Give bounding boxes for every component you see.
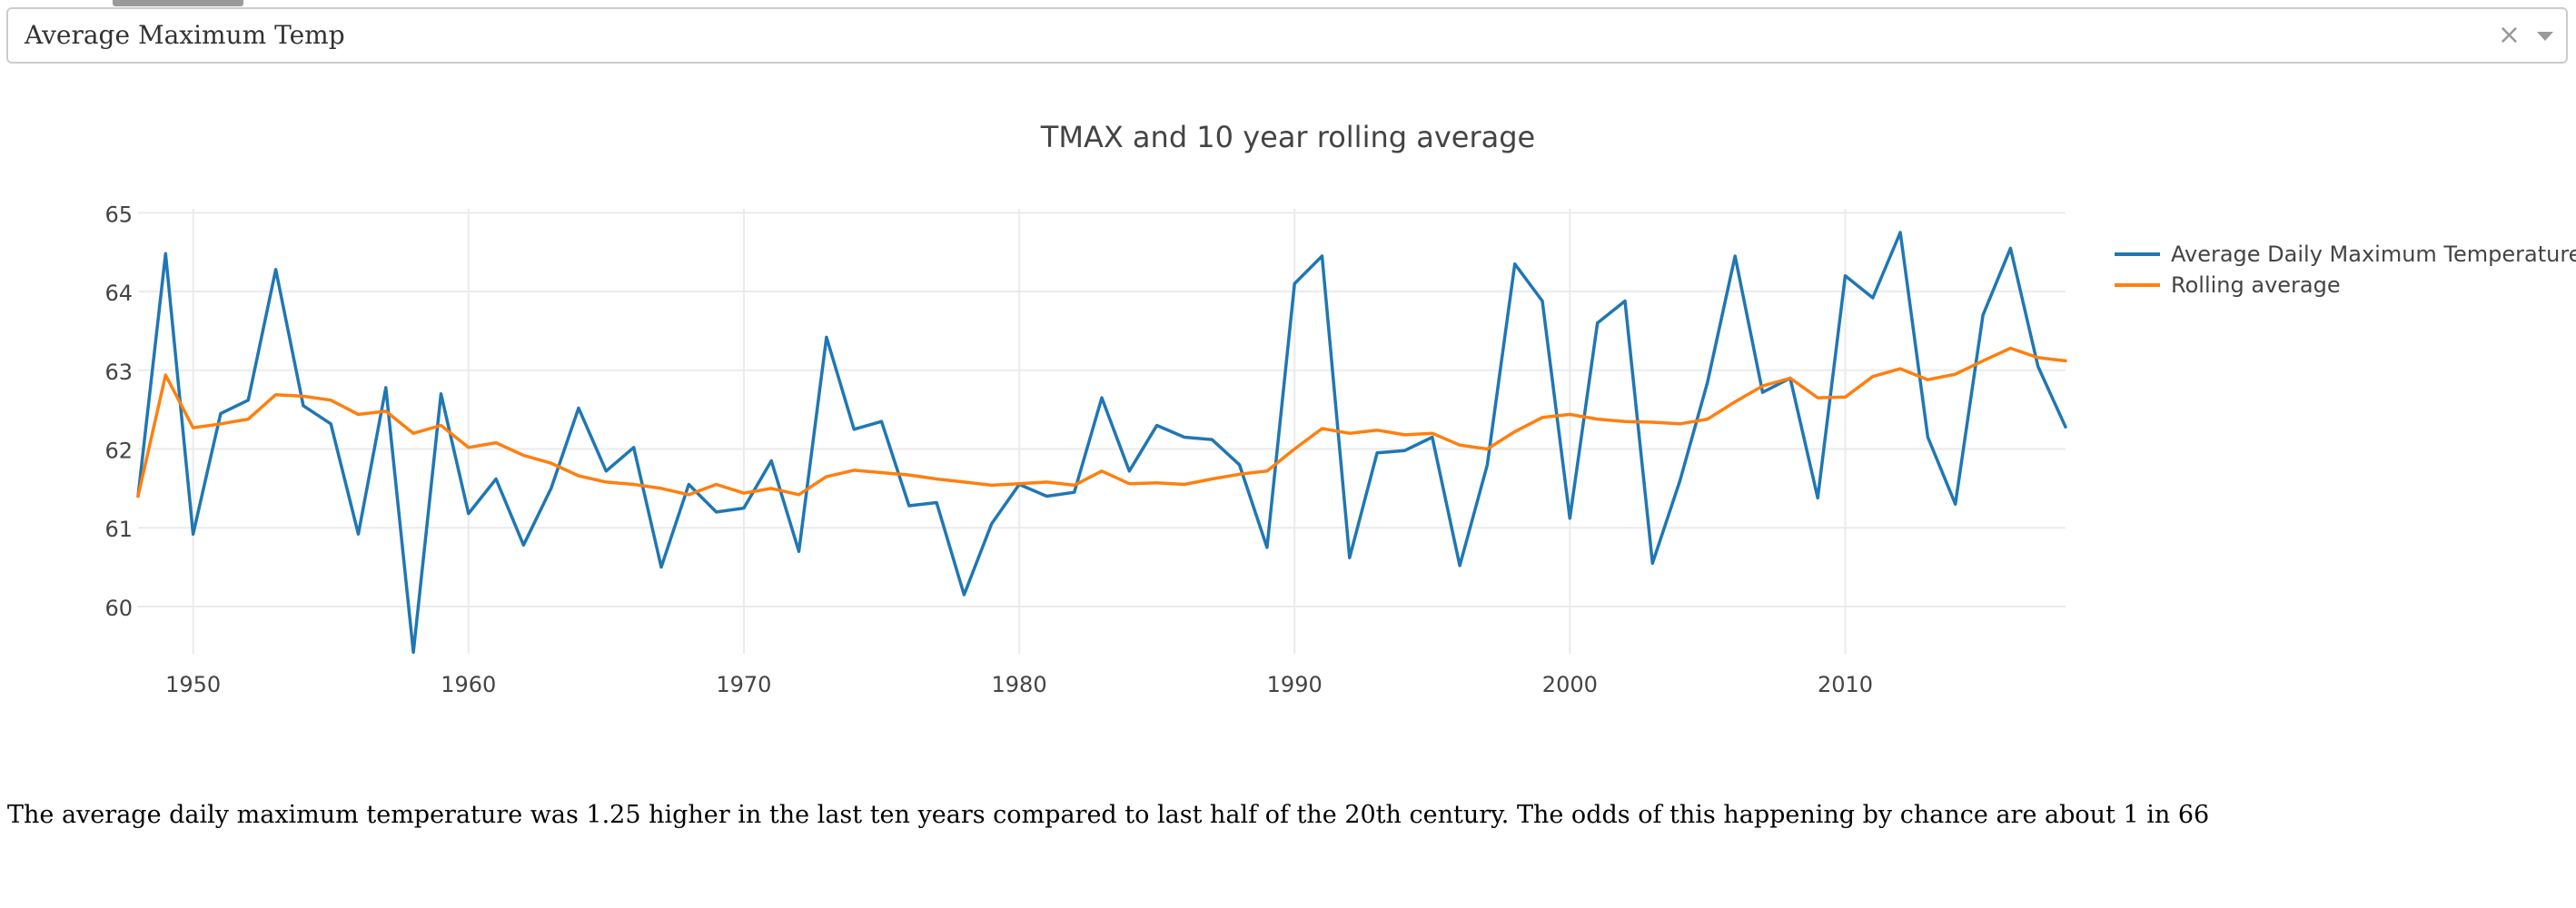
legend-label[interactable]: Average Daily Maximum Temperature (2171, 242, 2576, 267)
y-tick-label: 62 (104, 439, 133, 464)
y-axis-ticks: 60 61 62 63 64 65 (104, 202, 133, 621)
y-tick-label: 65 (104, 202, 133, 227)
summary-text: The average daily maximum temperature wa… (7, 801, 2210, 829)
chart-legend[interactable]: Average Daily Maximum Temperature Rolling… (2115, 242, 2576, 298)
dropdown-selected-value: Average Maximum Temp (25, 20, 345, 50)
legend-label[interactable]: Rolling average (2171, 272, 2341, 298)
x-tick-label: 1970 (716, 672, 771, 697)
y-tick-label: 63 (104, 360, 133, 385)
chart-title: TMAX and 10 year rolling average (1040, 120, 1535, 154)
y-tick-label: 60 (104, 596, 133, 621)
x-tick-label: 1980 (992, 672, 1047, 697)
chart-series (136, 231, 2067, 655)
variable-dropdown[interactable]: Average Maximum Temp × (6, 7, 2568, 64)
x-tick-label: 2010 (1818, 672, 1873, 697)
x-tick-label: 2000 (1542, 672, 1598, 697)
y-tick-label: 64 (104, 281, 133, 306)
chart-grid (138, 209, 2066, 654)
clear-icon[interactable]: × (2497, 19, 2521, 51)
x-tick-label: 1950 (165, 672, 221, 697)
chevron-down-icon[interactable] (2537, 32, 2553, 41)
top-tab-indicator (113, 0, 243, 6)
tmax-series-line[interactable] (136, 231, 2067, 655)
x-axis-ticks: 1950 1960 1970 1980 1990 2000 2010 (165, 672, 1873, 697)
temperature-chart: 60 61 62 63 64 65 1950 1960 1970 1980 1990 2000 201… (104, 120, 2576, 697)
x-tick-label: 1990 (1267, 672, 1323, 697)
rolling-average-line[interactable] (136, 346, 2067, 498)
y-tick-label: 61 (104, 517, 133, 542)
x-tick-label: 1960 (441, 672, 496, 697)
